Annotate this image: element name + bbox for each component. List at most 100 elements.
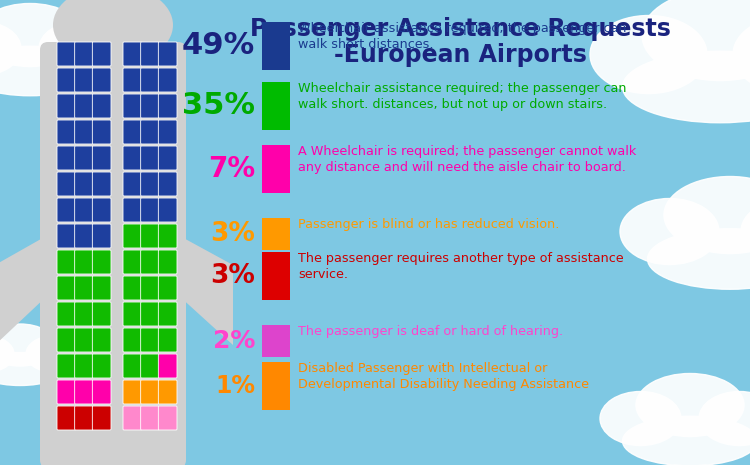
FancyBboxPatch shape (158, 198, 177, 222)
Ellipse shape (664, 177, 750, 253)
FancyBboxPatch shape (123, 328, 142, 352)
Text: A Wheelchair is required; the passenger cannot walk
any distance and will need t: A Wheelchair is required; the passenger … (298, 145, 636, 174)
Ellipse shape (741, 199, 750, 265)
FancyBboxPatch shape (141, 120, 159, 144)
FancyBboxPatch shape (141, 276, 159, 300)
FancyBboxPatch shape (92, 224, 111, 248)
FancyBboxPatch shape (57, 276, 76, 300)
FancyBboxPatch shape (75, 198, 93, 222)
FancyBboxPatch shape (92, 380, 111, 404)
FancyBboxPatch shape (92, 42, 111, 66)
FancyBboxPatch shape (158, 380, 177, 404)
FancyBboxPatch shape (92, 250, 111, 274)
FancyBboxPatch shape (158, 42, 177, 66)
FancyBboxPatch shape (123, 198, 142, 222)
Ellipse shape (590, 15, 707, 93)
FancyBboxPatch shape (75, 250, 93, 274)
FancyBboxPatch shape (75, 120, 93, 144)
FancyBboxPatch shape (92, 276, 111, 300)
FancyBboxPatch shape (141, 380, 159, 404)
Text: 3%: 3% (210, 221, 255, 247)
FancyBboxPatch shape (57, 302, 76, 326)
Text: 1%: 1% (215, 374, 255, 398)
FancyBboxPatch shape (92, 68, 111, 92)
FancyBboxPatch shape (123, 354, 142, 378)
FancyBboxPatch shape (141, 94, 159, 118)
FancyBboxPatch shape (158, 146, 177, 170)
Ellipse shape (0, 21, 21, 75)
Ellipse shape (636, 373, 744, 437)
FancyBboxPatch shape (57, 146, 76, 170)
Ellipse shape (622, 416, 750, 465)
FancyBboxPatch shape (123, 224, 142, 248)
FancyBboxPatch shape (92, 146, 111, 170)
FancyBboxPatch shape (57, 68, 76, 92)
FancyBboxPatch shape (262, 252, 290, 300)
FancyBboxPatch shape (57, 42, 76, 66)
Ellipse shape (0, 352, 65, 385)
Text: 49%: 49% (182, 32, 255, 60)
FancyBboxPatch shape (262, 362, 290, 410)
FancyBboxPatch shape (123, 276, 142, 300)
FancyBboxPatch shape (75, 302, 93, 326)
FancyBboxPatch shape (75, 328, 93, 352)
FancyBboxPatch shape (57, 94, 76, 118)
Text: Passenger is blind or has reduced vision.: Passenger is blind or has reduced vision… (298, 218, 560, 231)
FancyBboxPatch shape (75, 146, 93, 170)
FancyBboxPatch shape (262, 218, 290, 250)
FancyBboxPatch shape (123, 42, 142, 66)
Text: 2%: 2% (213, 329, 255, 353)
FancyBboxPatch shape (57, 328, 76, 352)
FancyBboxPatch shape (262, 22, 290, 70)
FancyBboxPatch shape (141, 146, 159, 170)
FancyBboxPatch shape (123, 406, 142, 430)
FancyBboxPatch shape (123, 380, 142, 404)
FancyBboxPatch shape (158, 354, 177, 378)
Ellipse shape (53, 0, 173, 65)
Text: Passenger Assistance Requests: Passenger Assistance Requests (250, 17, 670, 41)
FancyBboxPatch shape (92, 172, 111, 196)
Ellipse shape (39, 21, 120, 75)
Text: 7%: 7% (208, 155, 255, 183)
Text: 35%: 35% (182, 92, 255, 120)
FancyBboxPatch shape (57, 224, 76, 248)
FancyBboxPatch shape (158, 276, 177, 300)
Polygon shape (68, 430, 158, 450)
Ellipse shape (0, 336, 14, 372)
FancyBboxPatch shape (40, 42, 186, 465)
FancyBboxPatch shape (158, 120, 177, 144)
FancyBboxPatch shape (123, 250, 142, 274)
FancyBboxPatch shape (141, 42, 159, 66)
FancyBboxPatch shape (57, 406, 76, 430)
FancyBboxPatch shape (123, 302, 142, 326)
FancyBboxPatch shape (158, 406, 177, 430)
Ellipse shape (647, 229, 750, 289)
FancyBboxPatch shape (57, 380, 76, 404)
Ellipse shape (620, 199, 719, 265)
Polygon shape (0, 235, 48, 345)
FancyBboxPatch shape (141, 250, 159, 274)
FancyBboxPatch shape (141, 198, 159, 222)
FancyBboxPatch shape (57, 172, 76, 196)
FancyBboxPatch shape (75, 172, 93, 196)
FancyBboxPatch shape (75, 406, 93, 430)
FancyBboxPatch shape (57, 250, 76, 274)
Text: Wheelchair assistance required; the passenger can
walk short distances.: Wheelchair assistance required; the pass… (298, 22, 626, 51)
FancyBboxPatch shape (92, 354, 111, 378)
FancyBboxPatch shape (123, 94, 142, 118)
FancyBboxPatch shape (158, 224, 177, 248)
Text: 3%: 3% (210, 263, 255, 289)
FancyBboxPatch shape (57, 198, 76, 222)
FancyBboxPatch shape (141, 328, 159, 352)
FancyBboxPatch shape (75, 42, 93, 66)
Ellipse shape (600, 392, 681, 445)
FancyBboxPatch shape (92, 406, 111, 430)
Ellipse shape (26, 336, 80, 372)
FancyBboxPatch shape (141, 172, 159, 196)
FancyBboxPatch shape (92, 328, 111, 352)
Polygon shape (178, 235, 233, 345)
Ellipse shape (642, 0, 750, 80)
FancyBboxPatch shape (75, 354, 93, 378)
FancyBboxPatch shape (123, 146, 142, 170)
FancyBboxPatch shape (158, 250, 177, 274)
